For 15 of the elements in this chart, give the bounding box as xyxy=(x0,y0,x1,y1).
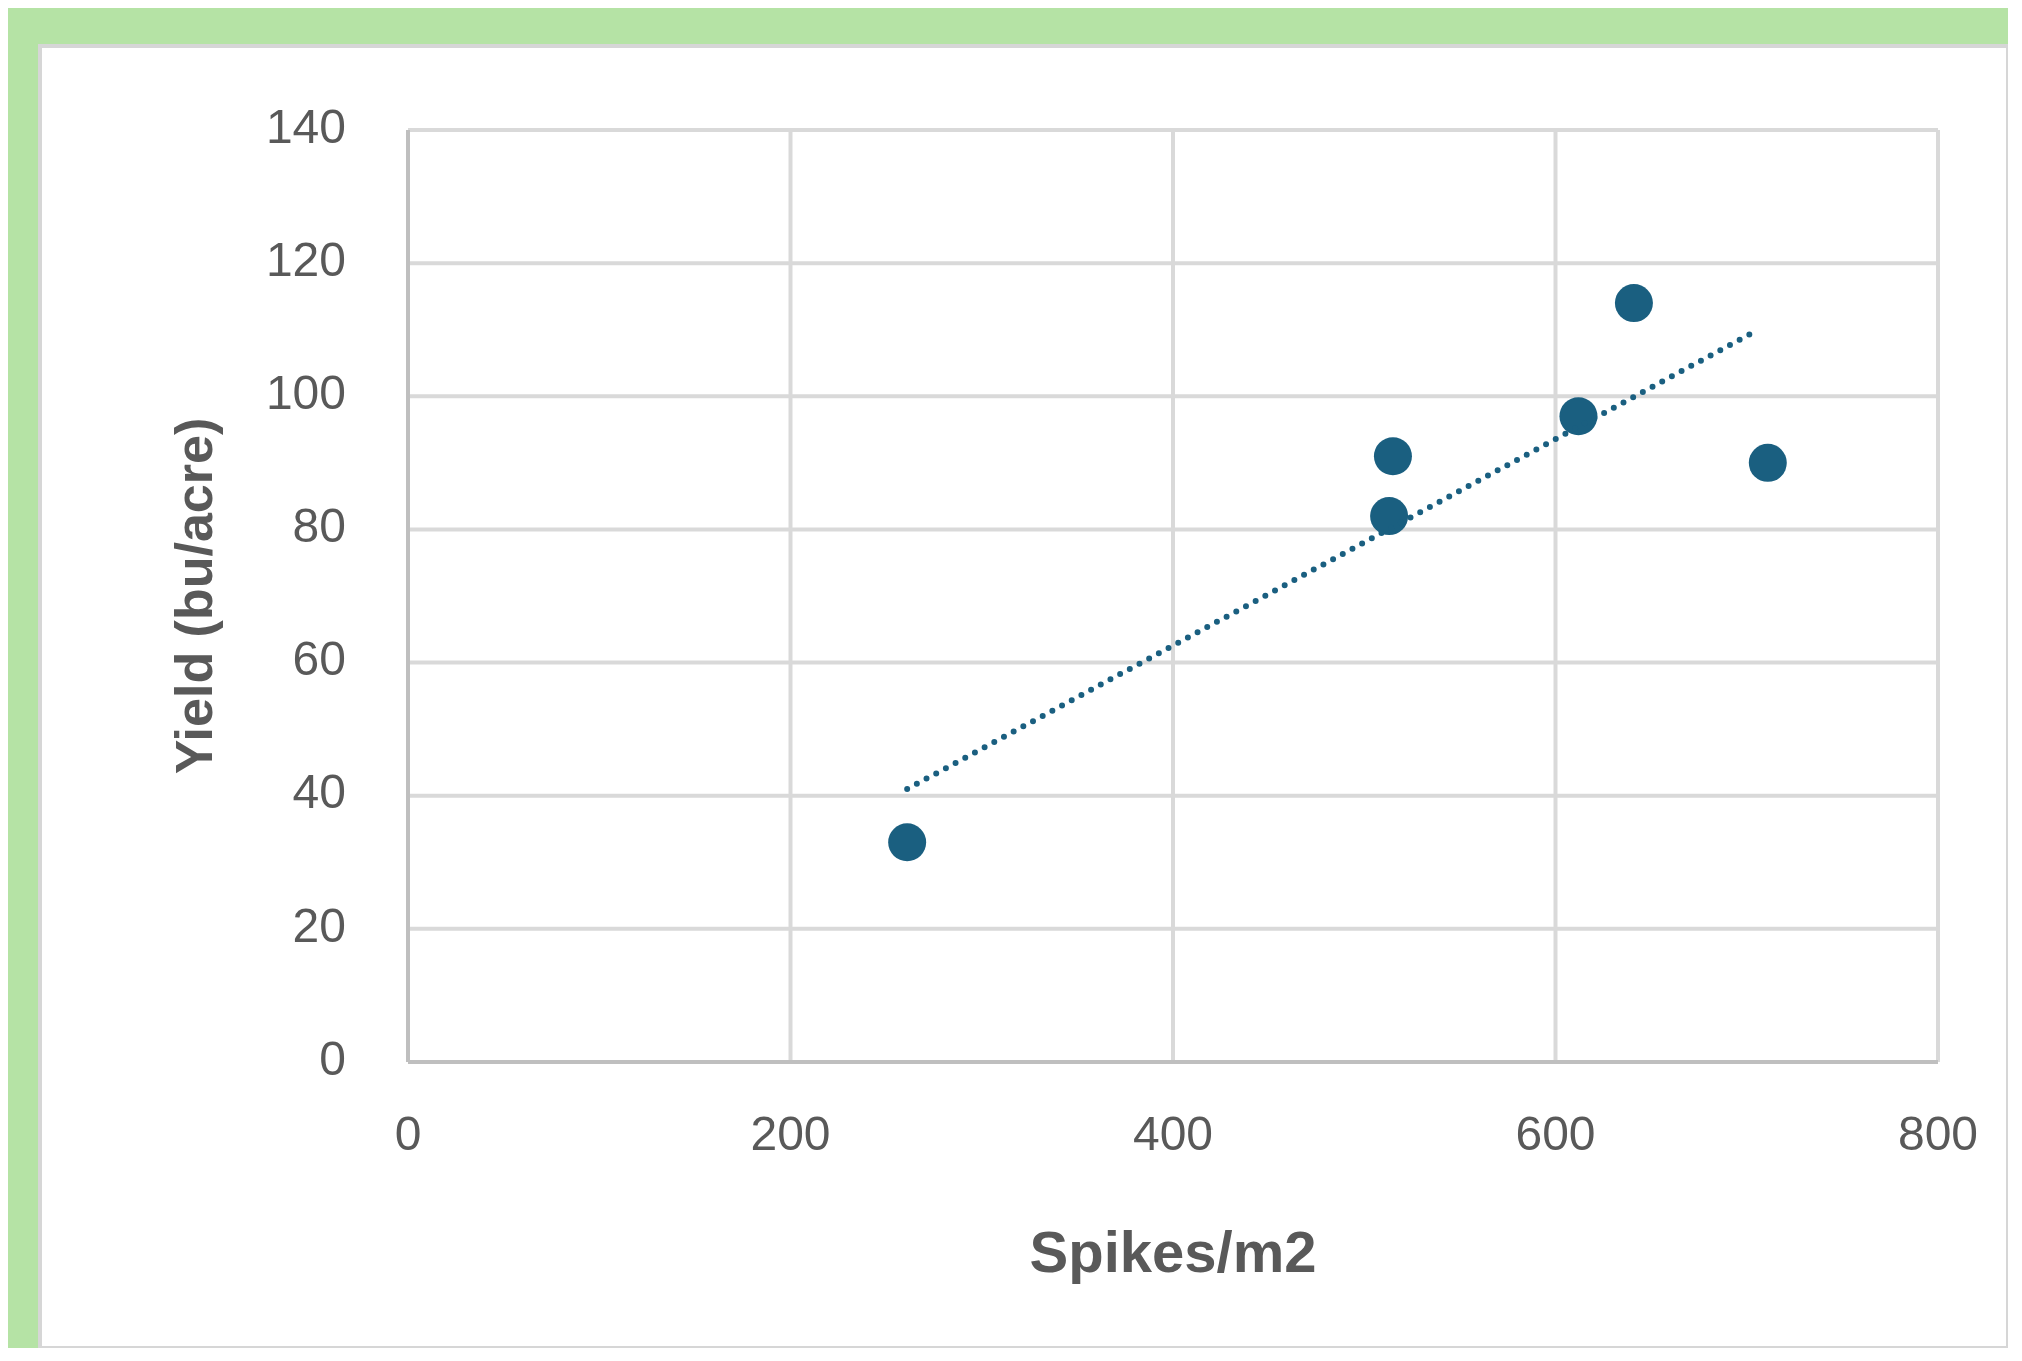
y-tick-label: 100 xyxy=(265,365,346,419)
y-tick-label: 120 xyxy=(265,232,346,286)
x-tick-label: 0 xyxy=(394,1107,422,1160)
x-tick-label: 200 xyxy=(750,1107,831,1160)
x-tick-label: 800 xyxy=(1897,1107,1979,1160)
y-axis-title: Yield (bu/acre) xyxy=(164,417,223,775)
x-axis-title: Spikes/m2 xyxy=(1029,1219,1317,1284)
y-tick-label: 40 xyxy=(292,765,346,819)
y-tick-label: 60 xyxy=(292,632,346,686)
y-tick-label: 20 xyxy=(292,898,346,952)
y-tick-label: 80 xyxy=(292,499,346,553)
x-tick-label: 400 xyxy=(1132,1107,1214,1160)
y-tick-label: 140 xyxy=(265,99,346,153)
y-tick-label: 0 xyxy=(319,1031,346,1085)
x-tick-label: 600 xyxy=(1515,1107,1596,1160)
